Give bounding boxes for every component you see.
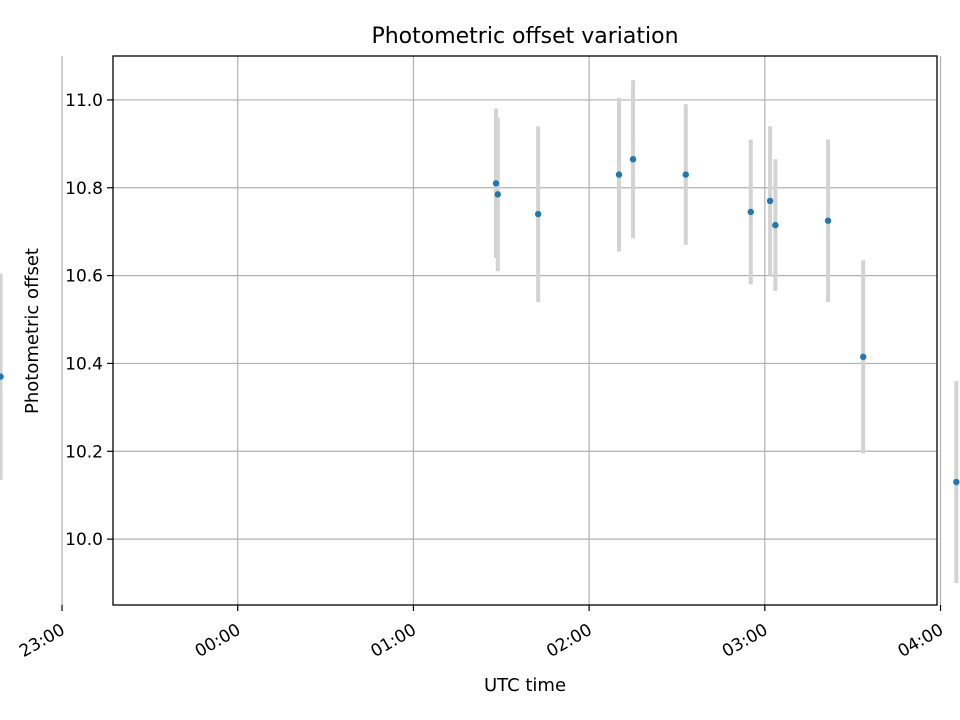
data-point: [494, 191, 501, 198]
x-axis-ticks: 23:00 00:00 01:00 02:00 03:00 04:00: [16, 605, 947, 662]
x-axis-label: UTC time: [484, 675, 566, 696]
y-tick-label: 10.8: [65, 179, 103, 199]
data-points: [0, 156, 960, 486]
y-tick-label: 11.0: [65, 91, 103, 111]
data-point: [629, 156, 637, 163]
x-tick-label: 01:00: [367, 620, 419, 662]
y-axis-ticks: 10.0 10.2 10.4 10.6 10.8 11.0: [65, 91, 113, 550]
error-bars: [0, 80, 959, 584]
x-tick-label: 00:00: [192, 620, 244, 662]
data-point: [772, 221, 779, 229]
data-point: [766, 197, 774, 205]
y-axis-label: Photometric offset: [22, 248, 43, 414]
y-tick-label: 10.0: [65, 530, 103, 550]
y-tick-label: 10.2: [65, 442, 103, 462]
data-point: [747, 208, 754, 216]
data-point: [0, 373, 4, 380]
data-point: [615, 171, 623, 178]
x-tick-label: 03:00: [719, 620, 771, 662]
grid: [61, 56, 942, 605]
data-point: [534, 210, 542, 218]
data-point: [953, 478, 960, 486]
y-tick-label: 10.6: [65, 267, 103, 287]
x-tick-label: 02:00: [543, 620, 595, 662]
data-point: [682, 171, 689, 178]
data-point: [492, 180, 500, 187]
chart-title: Photometric offset variation: [371, 24, 678, 49]
data-point: [860, 353, 867, 361]
x-tick-label: 23:00: [16, 620, 68, 662]
x-tick-label: 04:00: [895, 620, 947, 662]
data-point: [824, 217, 832, 224]
y-tick-label: 10.4: [65, 354, 103, 374]
axes-frame: [112, 55, 938, 606]
